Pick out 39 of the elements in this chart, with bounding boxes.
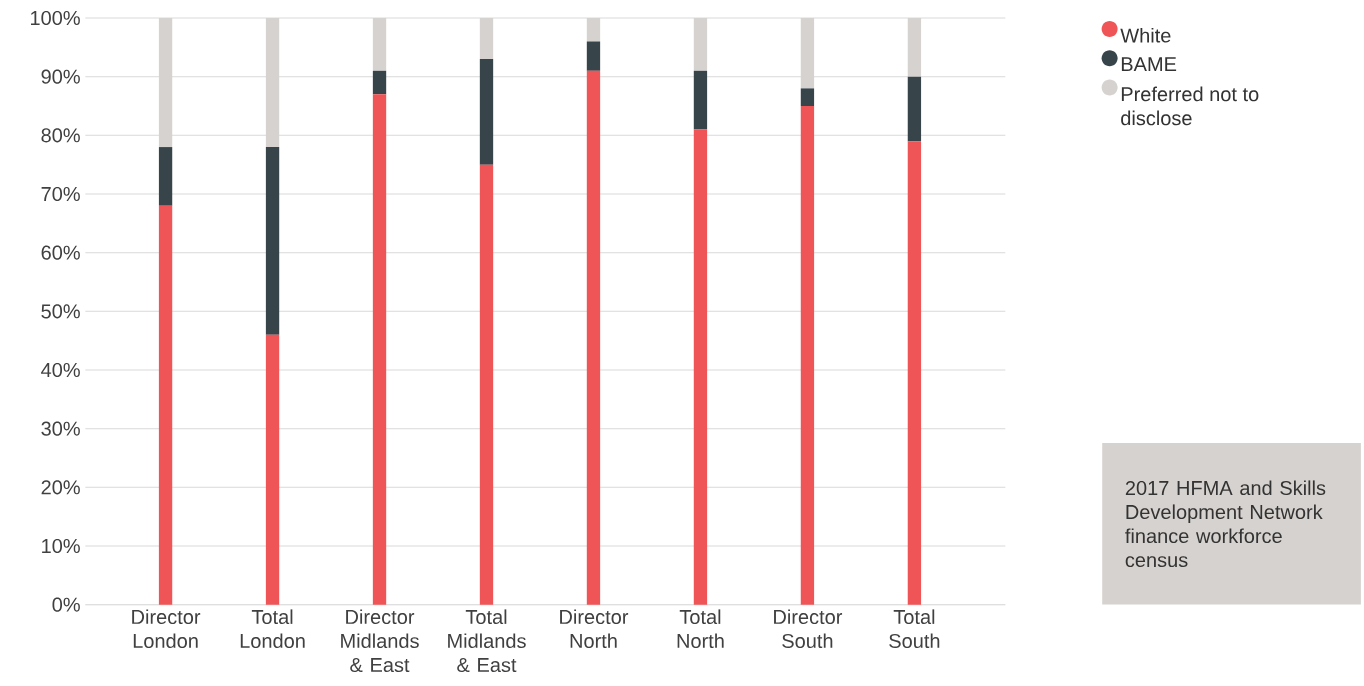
legend-label: BAME — [1121, 57, 1177, 72]
x-tick-label: Total South — [889, 609, 940, 649]
bar — [372, 94, 387, 605]
y-tick-label: 80% — [41, 128, 80, 143]
bar — [479, 59, 494, 165]
y-tick-label: 60% — [41, 245, 80, 260]
text: 2017 HFMA and Skills Development Network finance workforce census — [1125, 480, 1326, 568]
bar — [158, 147, 173, 206]
bar — [586, 41, 601, 71]
y-tick-label: 100% — [31, 10, 80, 26]
y-tick-label: 0% — [52, 597, 80, 612]
y-tick-label: 30% — [41, 421, 80, 436]
y-tick-label: 50% — [41, 304, 80, 319]
y-tick-label: 10% — [42, 538, 80, 554]
x-tick-label: Director London — [132, 609, 201, 649]
bar — [372, 70, 387, 95]
bar — [907, 76, 922, 142]
bar — [800, 88, 815, 106]
x-tick-label: Total London — [240, 609, 305, 649]
y-tick-label: 20% — [41, 480, 80, 495]
y-tick-label: 40% — [41, 362, 80, 378]
x-tick-label: Director Midlands & East — [341, 609, 419, 673]
legend-label: White — [1120, 27, 1171, 43]
x-tick-label: Total North — [677, 609, 724, 649]
bar — [586, 70, 601, 605]
x-tick-label: Director North — [560, 609, 629, 649]
bar — [265, 334, 280, 605]
bar — [479, 164, 494, 605]
x-tick-label: Director South — [774, 609, 843, 649]
y-tick-label: 90% — [41, 69, 80, 84]
bar — [265, 147, 280, 335]
bar — [907, 141, 922, 605]
legend-label: Preferred not to disclose — [1121, 86, 1259, 126]
bar — [800, 105, 815, 605]
bar — [693, 129, 708, 605]
bar — [693, 70, 708, 130]
y-tick-label: 70% — [41, 186, 80, 202]
bar — [158, 205, 173, 605]
x-tick-label: Total Midlands & East — [448, 609, 526, 673]
